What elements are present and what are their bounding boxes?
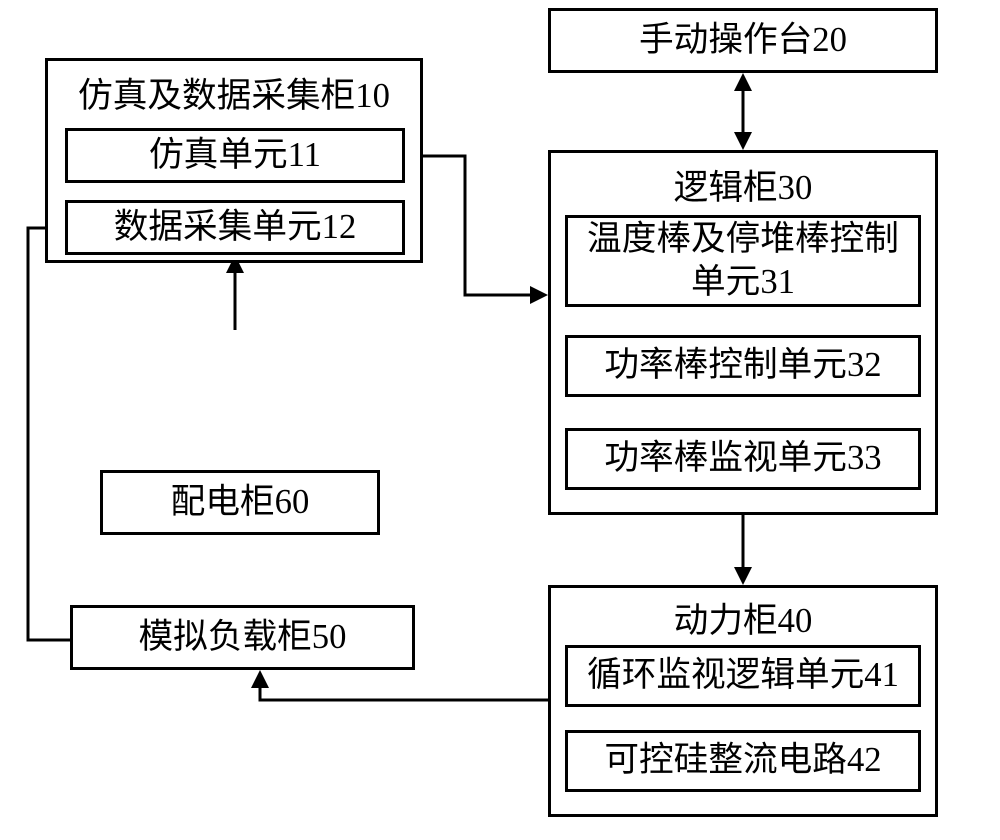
sim_cabinet-title: 仿真及数据采集柜10 <box>48 61 420 121</box>
connector-tick-dataacq <box>226 255 244 330</box>
power_rod_mon-label: 功率棒监视单元33 <box>604 437 881 480</box>
data_acq_unit-label: 数据采集单元12 <box>114 206 357 249</box>
manual_console-box: 手动操作台20 <box>548 8 938 73</box>
power_cabinet-title: 动力柜40 <box>551 588 935 640</box>
temp_rod_unit-label: 温度棒及停堆棒控制 单元31 <box>587 218 899 305</box>
dist_cabinet-box: 配电柜60 <box>100 470 380 535</box>
sim_unit-label: 仿真单元11 <box>149 134 321 177</box>
connector-simunit-logic <box>405 156 548 304</box>
sim_load_cabinet-box: 模拟负载柜50 <box>70 605 415 670</box>
connector-console-logic <box>734 73 752 150</box>
logic_cabinet-title: 逻辑柜30 <box>551 153 935 213</box>
cycle_mon_unit-box: 循环监视逻辑单元41 <box>565 645 921 707</box>
connector-simload-dataacq <box>28 219 70 640</box>
cycle_mon_unit-label: 循环监视逻辑单元41 <box>587 654 899 697</box>
sim_load_cabinet-label: 模拟负载柜50 <box>139 616 347 659</box>
data_acq_unit-box: 数据采集单元12 <box>65 200 405 255</box>
connector-logic-power <box>734 515 752 585</box>
scr_circuit-label: 可控硅整流电路42 <box>604 739 881 782</box>
diagram-canvas: 手动操作台20 仿真及数据采集柜10 仿真单元11 数据采集单元12 逻辑柜30温度棒及… <box>0 0 1000 840</box>
manual_console-label: 手动操作台20 <box>639 19 847 62</box>
power_rod_mon-box: 功率棒监视单元33 <box>565 428 921 490</box>
power_rod_ctrl-box: 功率棒控制单元32 <box>565 335 921 397</box>
temp_rod_unit-box: 温度棒及停堆棒控制 单元31 <box>565 215 921 307</box>
power_rod_ctrl-label: 功率棒控制单元32 <box>604 344 881 387</box>
scr_circuit-box: 可控硅整流电路42 <box>565 730 921 792</box>
connector-power-simload <box>251 670 548 700</box>
dist_cabinet-label: 配电柜60 <box>171 481 310 524</box>
sim_unit-box: 仿真单元11 <box>65 128 405 183</box>
